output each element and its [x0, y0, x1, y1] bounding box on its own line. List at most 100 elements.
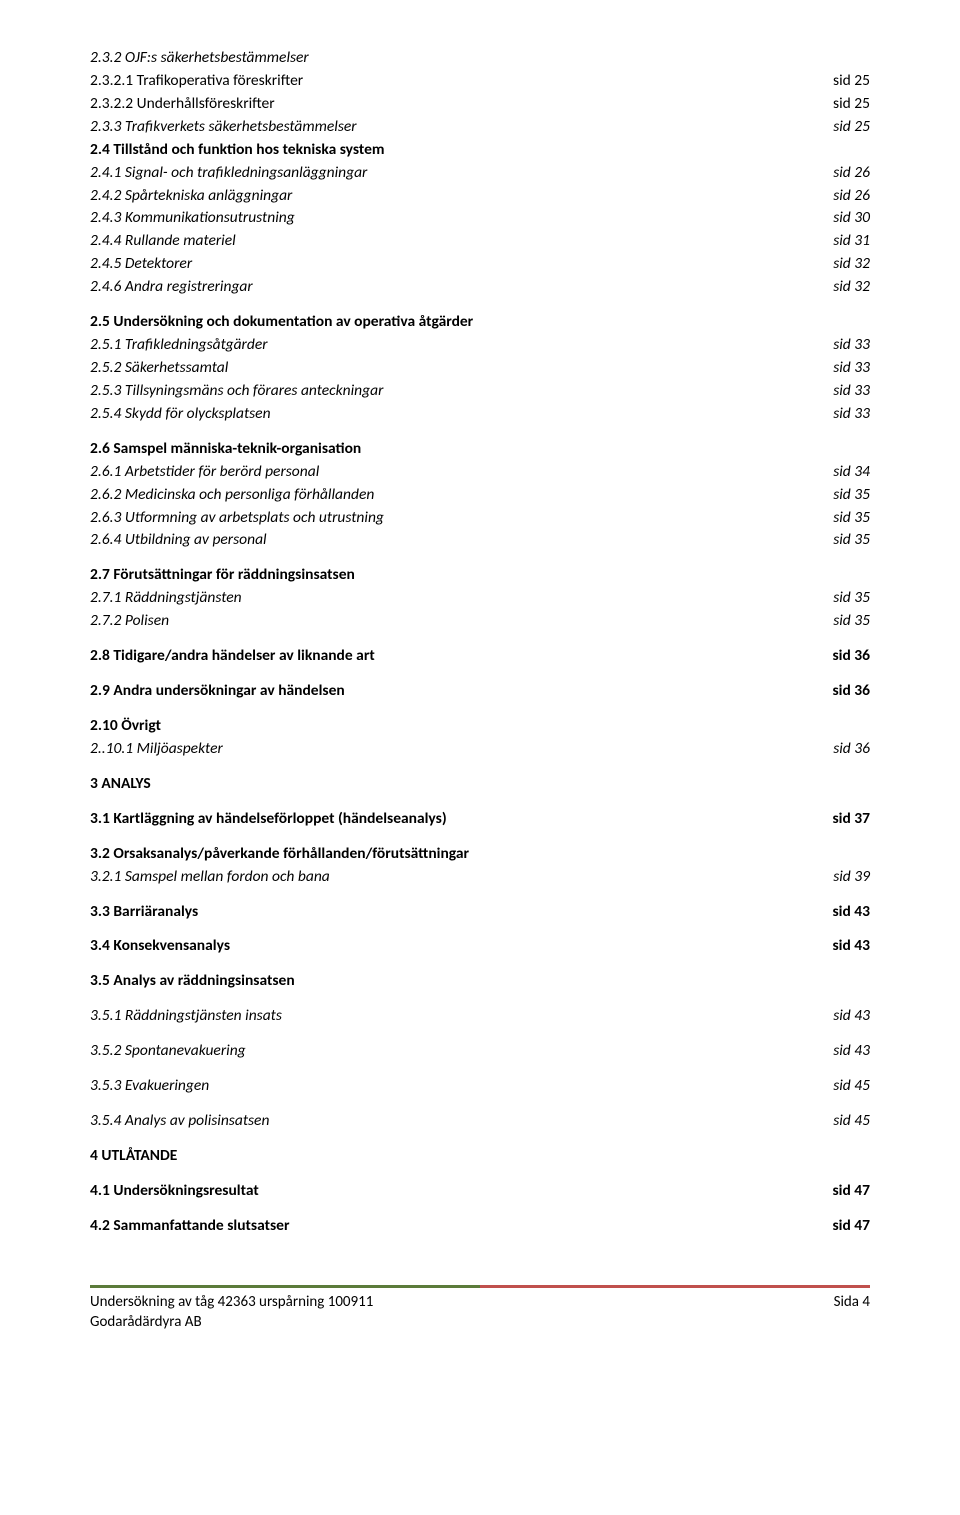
toc-entry: 2.4.5 Detektorersid 32 — [90, 254, 870, 275]
toc-label: 2.3.2 OJF:s säkerhetsbestämmelser — [90, 48, 870, 69]
toc-entry: 2.6.2 Medicinska och personliga förhålla… — [90, 485, 870, 506]
footer-left: Undersökning av tåg 42363 urspårning 100… — [90, 1292, 373, 1333]
toc-label: 2..10.1 Miljöaspekter — [90, 739, 833, 760]
toc-page: sid 47 — [832, 1216, 870, 1237]
toc-entry: 4.1 Undersökningsresultatsid 47 — [90, 1181, 870, 1202]
table-of-contents: 2.3.2 OJF:s säkerhetsbestämmelser2.3.2.1… — [90, 48, 870, 1237]
toc-entry: 3.1 Kartläggning av händelseförloppet (h… — [90, 809, 870, 830]
toc-label: 2.3.3 Trafikverkets säkerhetsbestämmelse… — [90, 117, 833, 138]
toc-entry: 3.2.1 Samspel mellan fordon och banasid … — [90, 867, 870, 888]
toc-page: sid 34 — [833, 462, 870, 483]
toc-entry: 3.4 Konsekvensanalyssid 43 — [90, 936, 870, 957]
toc-entry: 2.4 Tillstånd och funktion hos tekniska … — [90, 140, 870, 161]
toc-page: sid 45 — [833, 1111, 870, 1132]
toc-label: 3.1 Kartläggning av händelseförloppet (h… — [90, 809, 832, 830]
page-footer: Undersökning av tåg 42363 urspårning 100… — [90, 1285, 870, 1333]
toc-page: sid 25 — [833, 117, 870, 138]
toc-label: 2.5 Undersökning och dokumentation av op… — [90, 312, 870, 333]
toc-entry: 3.5 Analys av räddningsinsatsen — [90, 971, 870, 992]
toc-entry: 2.7 Förutsättningar för räddningsinsatse… — [90, 565, 870, 586]
toc-label: 2.6.2 Medicinska och personliga förhålla… — [90, 485, 833, 506]
toc-page: sid 35 — [833, 485, 870, 506]
toc-page: sid 26 — [833, 186, 870, 207]
toc-page: sid 32 — [833, 254, 870, 275]
toc-entry: 2.4.2 Spårtekniska anläggningarsid 26 — [90, 186, 870, 207]
toc-entry: 3.3 Barriäranalyssid 43 — [90, 902, 870, 923]
toc-label: 2.5.2 Säkerhetssamtal — [90, 358, 833, 379]
toc-entry: 2.4.6 Andra registreringarsid 32 — [90, 277, 870, 298]
toc-entry: 2.3.2.2 Underhållsföreskriftersid 25 — [90, 94, 870, 115]
toc-page: sid 36 — [832, 681, 870, 702]
toc-label: 2.5.4 Skydd för olycksplatsen — [90, 404, 833, 425]
footer-right: Sida 4 — [834, 1292, 870, 1333]
toc-entry: 2.5.1 Trafikledningsåtgärdersid 33 — [90, 335, 870, 356]
toc-label: 2.7.2 Polisen — [90, 611, 833, 632]
toc-entry: 2.5.4 Skydd för olycksplatsensid 33 — [90, 404, 870, 425]
toc-entry: 2.4.4 Rullande materielsid 31 — [90, 231, 870, 252]
toc-entry: 2.5.2 Säkerhetssamtalsid 33 — [90, 358, 870, 379]
toc-entry: 2.9 Andra undersökningar av händelsensid… — [90, 681, 870, 702]
toc-page: sid 35 — [833, 611, 870, 632]
toc-label: 3.5.3 Evakueringen — [90, 1076, 833, 1097]
toc-page: sid 45 — [833, 1076, 870, 1097]
toc-label: 2.6.3 Utformning av arbetsplats och utru… — [90, 508, 833, 529]
toc-page: sid 35 — [833, 508, 870, 529]
toc-entry: 2.6.4 Utbildning av personalsid 35 — [90, 530, 870, 551]
toc-label: 2.4.5 Detektorer — [90, 254, 833, 275]
toc-page: sid 35 — [833, 588, 870, 609]
toc-page: sid 36 — [833, 739, 870, 760]
toc-label: 4.2 Sammanfattande slutsatser — [90, 1216, 832, 1237]
toc-label: 2.4 Tillstånd och funktion hos tekniska … — [90, 140, 870, 161]
toc-entry: 3.5.3 Evakueringensid 45 — [90, 1076, 870, 1097]
toc-label: 2.3.2.1 Trafikoperativa föreskrifter — [90, 71, 833, 92]
toc-label: 3.5.4 Analys av polisinsatsen — [90, 1111, 833, 1132]
toc-entry: 2.5 Undersökning och dokumentation av op… — [90, 312, 870, 333]
toc-page: sid 43 — [832, 936, 870, 957]
toc-entry: 2.3.2.1 Trafikoperativa föreskriftersid … — [90, 71, 870, 92]
toc-label: 2.4.1 Signal- och trafikledningsanläggni… — [90, 163, 833, 184]
toc-entry: 2.6.3 Utformning av arbetsplats och utru… — [90, 508, 870, 529]
toc-label: 3.2 Orsaksanalys/påverkande förhållanden… — [90, 844, 870, 865]
toc-label: 3.2.1 Samspel mellan fordon och bana — [90, 867, 833, 888]
toc-label: 2.7.1 Räddningstjänsten — [90, 588, 833, 609]
toc-entry: 3.2 Orsaksanalys/påverkande förhållanden… — [90, 844, 870, 865]
toc-entry: 2.4.1 Signal- och trafikledningsanläggni… — [90, 163, 870, 184]
toc-page: sid 33 — [833, 335, 870, 356]
toc-page: sid 47 — [832, 1181, 870, 1202]
toc-label: 2.8 Tidigare/andra händelser av liknande… — [90, 646, 832, 667]
toc-page: sid 31 — [833, 231, 870, 252]
toc-entry: 3 ANALYS — [90, 774, 870, 795]
toc-label: 2.7 Förutsättningar för räddningsinsatse… — [90, 565, 870, 586]
toc-page: sid 43 — [832, 902, 870, 923]
toc-page: sid 36 — [832, 646, 870, 667]
footer-left-line2: Godarådärdyra AB — [90, 1312, 373, 1332]
toc-entry: 2.6 Samspel människa-teknik-organisation — [90, 439, 870, 460]
toc-page: sid 33 — [833, 358, 870, 379]
toc-page: sid 26 — [833, 163, 870, 184]
toc-label: 2.4.4 Rullande materiel — [90, 231, 833, 252]
toc-entry: 2..10.1 Miljöaspektersid 36 — [90, 739, 870, 760]
toc-label: 2.3.2.2 Underhållsföreskrifter — [90, 94, 833, 115]
toc-label: 4.1 Undersökningsresultat — [90, 1181, 832, 1202]
toc-page: sid 43 — [833, 1041, 870, 1062]
toc-label: 2.5.3 Tillsyningsmäns och förares anteck… — [90, 381, 833, 402]
toc-label: 3.5 Analys av räddningsinsatsen — [90, 971, 870, 992]
toc-label: 3 ANALYS — [90, 774, 870, 795]
toc-label: 4 UTLÅTANDE — [90, 1146, 870, 1167]
toc-label: 2.9 Andra undersökningar av händelsen — [90, 681, 832, 702]
toc-label: 3.5.1 Räddningstjänsten insats — [90, 1006, 833, 1027]
toc-page: sid 35 — [833, 530, 870, 551]
toc-page: sid 33 — [833, 381, 870, 402]
toc-page: sid 32 — [833, 277, 870, 298]
toc-entry: 2.6.1 Arbetstider för berörd personalsid… — [90, 462, 870, 483]
toc-entry: 2.10 Övrigt — [90, 716, 870, 737]
toc-page: sid 39 — [833, 867, 870, 888]
toc-entry: 3.5.2 Spontanevakueringsid 43 — [90, 1041, 870, 1062]
toc-label: 3.4 Konsekvensanalys — [90, 936, 832, 957]
toc-entry: 2.7.1 Räddningstjänstensid 35 — [90, 588, 870, 609]
toc-entry: 4 UTLÅTANDE — [90, 1146, 870, 1167]
toc-label: 2.6.4 Utbildning av personal — [90, 530, 833, 551]
toc-entry: 2.3.2 OJF:s säkerhetsbestämmelser — [90, 48, 870, 69]
toc-label: 2.6 Samspel människa-teknik-organisation — [90, 439, 870, 460]
toc-label: 3.5.2 Spontanevakuering — [90, 1041, 833, 1062]
